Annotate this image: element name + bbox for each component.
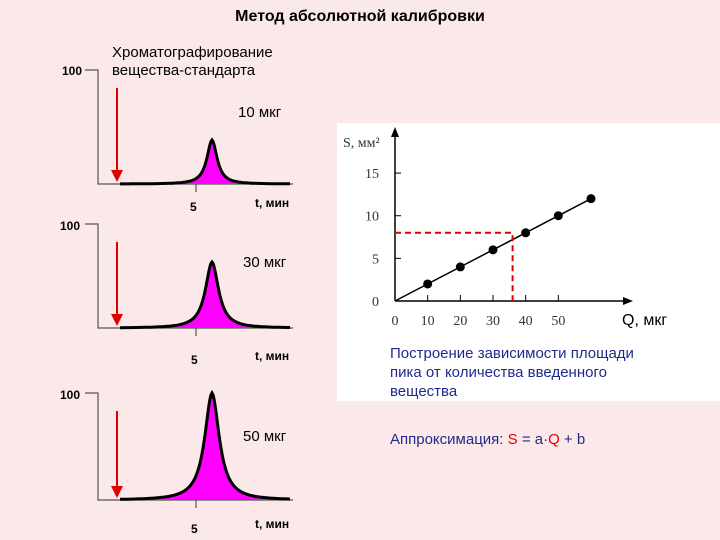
chart-y-tick-5: 5 <box>372 252 379 267</box>
x-tick-5-1: 5 <box>190 200 197 214</box>
approx-rest: + b <box>559 431 586 448</box>
x-tick-5-3: 5 <box>191 522 198 536</box>
approximation-formula: Аппроксимация: S = a·Q + b <box>390 430 585 449</box>
chromatogram-peak-fill-3 <box>120 393 290 500</box>
chart-projection-line <box>395 231 514 301</box>
chart-point-1 <box>423 279 433 289</box>
chart-x-tick-10: 10 <box>421 314 435 329</box>
approx-prefix: Аппроксимация: <box>390 431 504 448</box>
peak-mass-label-2: 30 мкг <box>243 254 287 271</box>
chromatogram-peak-3 <box>120 389 290 501</box>
chart-point-6 <box>586 194 596 204</box>
chart-x-tick-20: 20 <box>453 314 467 329</box>
chromatogram-caption: Хроматографирование вещества-стандарта <box>112 44 273 79</box>
chart-point-4 <box>521 228 531 238</box>
peak-mass-label-1: 10 мкг <box>238 104 282 121</box>
chart-x-tick-30: 30 <box>486 314 500 329</box>
chart-x-tick-50: 50 <box>551 314 565 329</box>
chart-y-axis-arrow <box>391 127 399 137</box>
chart-y-tick-0: 0 <box>372 295 379 310</box>
approx-Q: Q <box>548 431 560 448</box>
x-tick-5-2: 5 <box>191 353 198 367</box>
calibration-chart: S, мм² 0 10 20 30 40 50 0 5 10 15 <box>343 127 633 329</box>
chart-point-2 <box>455 262 465 272</box>
chromatogram-peak-fill-1 <box>120 140 290 184</box>
x-axis-label-2: t, мин <box>255 349 290 363</box>
approx-S: S <box>507 431 518 448</box>
chart-x-tick-0: 0 <box>392 314 399 329</box>
approx-eq: = a· <box>517 431 549 448</box>
peak-mass-label-3: 50 мкг <box>243 428 287 445</box>
injection-arrowhead-1 <box>111 170 123 182</box>
chart-xlabel: Q, мкг <box>622 312 668 329</box>
chromatogram-peak-1 <box>120 137 290 186</box>
page-title: Метод абсолютной калибровки <box>235 8 485 25</box>
calibration-chart-panel: S, мм² 0 10 20 30 40 50 0 5 10 15 <box>337 123 720 401</box>
y-label-100-1: 100 <box>62 64 83 78</box>
dependence-caption: Построение зависимости площади пика от к… <box>390 345 634 400</box>
injection-arrowhead-2 <box>111 314 123 326</box>
x-axis-label-3: t, мин <box>255 517 290 531</box>
chart-y-tick-15: 15 <box>365 167 379 182</box>
y-label-100-2: 100 <box>60 219 81 233</box>
injection-arrowhead-3 <box>111 486 123 498</box>
chart-point-3 <box>488 245 498 255</box>
x-axis-label-1: t, мин <box>255 196 290 210</box>
chart-y-tick-10: 10 <box>365 210 379 225</box>
chart-x-tick-40: 40 <box>519 314 533 329</box>
chromatogram-peak-2 <box>120 259 290 330</box>
chart-ylabel: S, мм² <box>343 136 380 151</box>
y-label-100-3: 100 <box>60 388 81 402</box>
chart-point-5 <box>553 211 563 221</box>
chart-x-axis-arrow <box>623 297 633 305</box>
